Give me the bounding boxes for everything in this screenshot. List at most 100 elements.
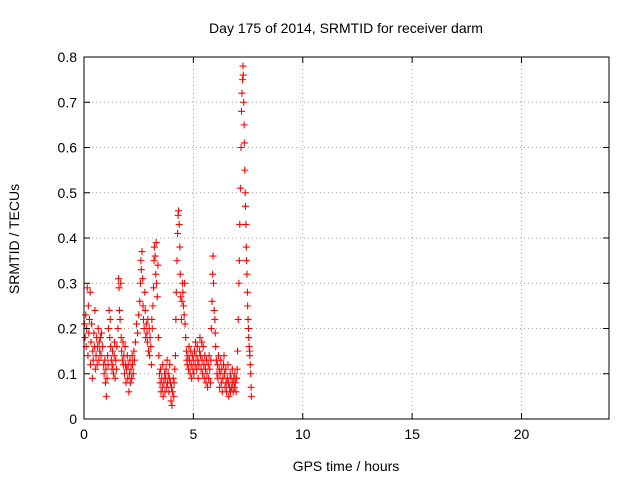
data-point — [234, 315, 242, 323]
data-point — [97, 352, 105, 360]
data-point — [206, 365, 214, 373]
data-point — [246, 361, 254, 369]
data-point — [84, 352, 92, 360]
data-point — [235, 279, 243, 287]
data-point — [239, 62, 247, 70]
data-point — [237, 144, 245, 151]
data-point — [106, 334, 114, 342]
data-point — [96, 334, 104, 342]
data-point — [182, 334, 190, 342]
data-point — [93, 361, 101, 369]
data-point — [180, 311, 188, 319]
data-point — [131, 338, 139, 346]
data-point — [240, 139, 248, 147]
data-point — [185, 343, 193, 351]
data-point — [243, 257, 251, 265]
data-point — [168, 401, 176, 409]
data-point — [196, 334, 204, 342]
data-point — [137, 257, 145, 265]
data-point — [234, 347, 242, 355]
data-point — [196, 347, 203, 355]
data-point — [143, 329, 151, 337]
data-point — [177, 293, 185, 301]
data-point — [103, 374, 111, 382]
data-point — [171, 352, 179, 360]
data-point — [100, 370, 108, 378]
data-point — [211, 329, 219, 337]
data-point — [146, 352, 154, 360]
data-point — [206, 379, 214, 387]
data-point — [147, 343, 155, 351]
data-point — [181, 320, 189, 328]
data-point — [117, 279, 125, 287]
data-point — [242, 220, 250, 228]
data-point — [108, 347, 116, 355]
data-point — [170, 379, 178, 387]
data-point — [134, 329, 142, 337]
data-point — [238, 89, 246, 97]
data-point — [118, 356, 126, 364]
data-point — [177, 315, 185, 323]
data-point — [104, 352, 112, 360]
data-point — [167, 397, 175, 405]
x-tick-label: 20 — [514, 426, 530, 442]
data-point — [247, 392, 255, 400]
data-point — [115, 284, 123, 292]
data-point — [153, 279, 161, 287]
data-point — [176, 270, 184, 278]
data-point — [239, 71, 247, 79]
data-point — [233, 365, 241, 373]
data-point — [150, 284, 158, 292]
data-point — [126, 379, 134, 387]
data-point — [110, 352, 118, 360]
data-point — [95, 338, 103, 346]
data-point — [137, 266, 145, 274]
data-point — [96, 347, 104, 355]
data-point — [94, 325, 102, 332]
y-tick-label: 0.8 — [58, 49, 78, 65]
points-layer — [80, 62, 255, 409]
data-point — [164, 370, 172, 378]
data-point — [101, 356, 109, 364]
data-point — [240, 121, 248, 129]
data-point — [225, 392, 233, 400]
data-point — [135, 311, 143, 319]
data-point — [99, 343, 107, 351]
data-point — [141, 288, 149, 296]
data-point — [233, 374, 241, 382]
data-point — [209, 252, 217, 260]
data-point — [239, 76, 247, 84]
data-point — [95, 356, 103, 364]
data-point — [247, 370, 255, 378]
data-point — [181, 279, 189, 287]
data-point — [231, 370, 239, 378]
data-point — [138, 248, 146, 256]
data-point — [246, 352, 254, 360]
data-point — [133, 320, 140, 328]
data-point — [205, 352, 213, 360]
data-point — [207, 325, 215, 332]
x-axis-label: GPS time / hours — [293, 458, 400, 474]
data-point — [90, 329, 98, 337]
data-point — [83, 284, 91, 292]
y-tick-label: 0.5 — [58, 185, 78, 201]
data-point — [145, 347, 153, 355]
data-point — [162, 365, 170, 373]
data-point — [241, 189, 249, 197]
data-point — [236, 220, 244, 228]
data-point — [170, 392, 178, 400]
data-point — [210, 279, 217, 287]
data-point — [173, 257, 181, 265]
data-point — [232, 388, 240, 396]
data-point — [128, 352, 136, 360]
data-point — [152, 270, 160, 278]
data-point — [213, 361, 221, 369]
data-point — [243, 288, 251, 296]
data-point — [222, 365, 230, 373]
data-point — [101, 379, 109, 387]
data-point — [129, 370, 137, 378]
x-tick-label: 5 — [189, 426, 197, 442]
y-tick-label: 0.6 — [58, 140, 78, 156]
data-point — [150, 257, 158, 265]
data-point — [244, 315, 252, 323]
